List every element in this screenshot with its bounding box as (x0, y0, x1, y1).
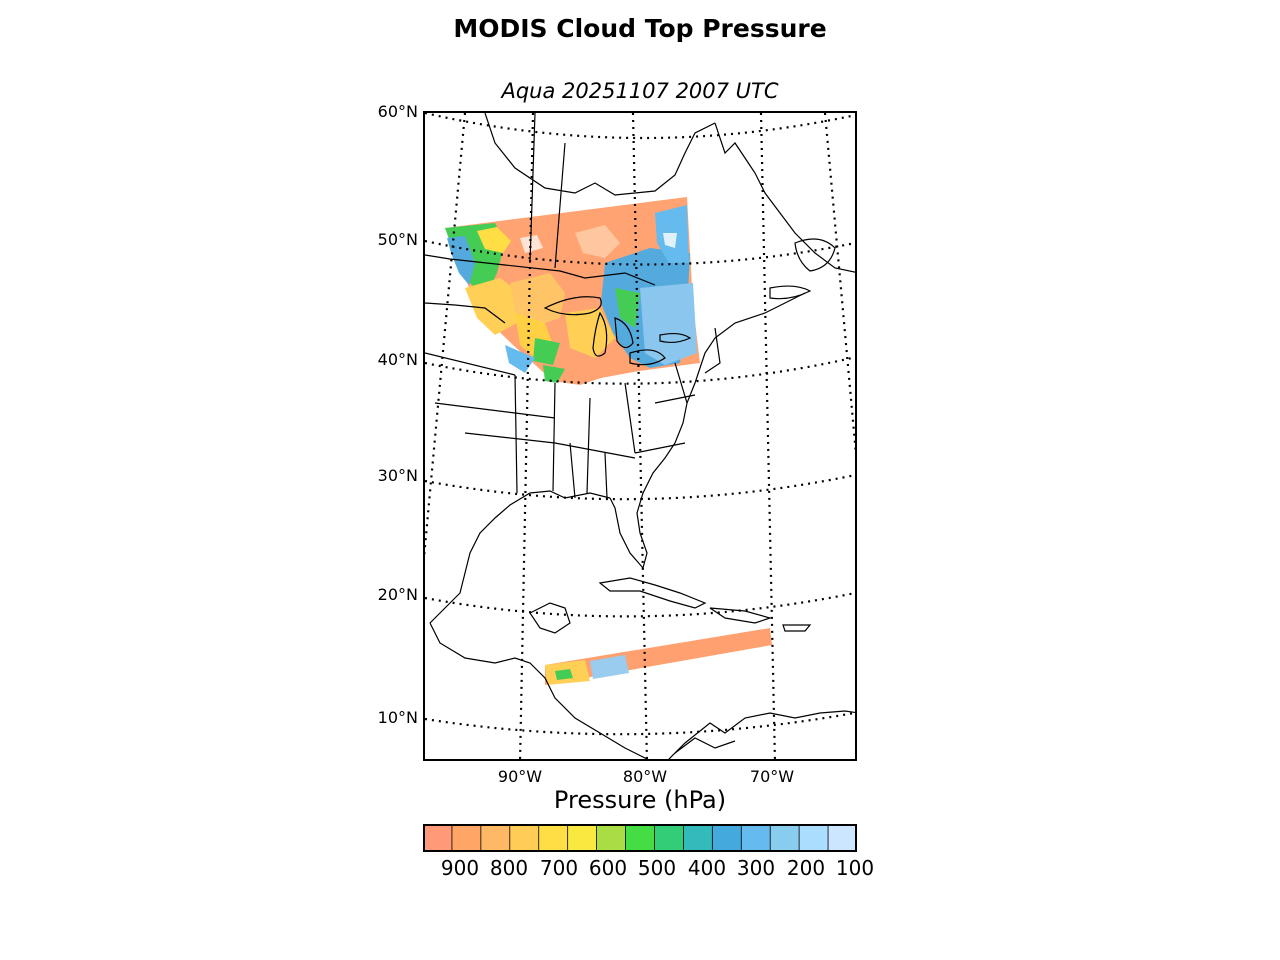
lon-label-70w: 70°W (749, 767, 795, 786)
colorbar-segment (423, 824, 453, 852)
lon-label-90w: 90°W (497, 767, 543, 786)
lon-label-80w: 80°W (622, 767, 668, 786)
colorbar (423, 824, 857, 852)
colorbar-tick-100: 100 (835, 856, 875, 880)
colorbar-segment (741, 824, 771, 852)
colorbar-segment (480, 824, 511, 852)
coastlines (425, 113, 855, 759)
map-title: MODIS Cloud Top Pressure (453, 14, 827, 43)
map-canvas (425, 113, 855, 759)
colorbar-segment (567, 824, 598, 852)
colorbar-segment (625, 824, 655, 852)
colorbar-tick-800: 800 (489, 856, 529, 880)
colorbar-label: Pressure (hPa) (553, 786, 727, 814)
lat-label-20n: 20°N (377, 585, 418, 604)
lat-label-50n: 50°N (377, 230, 418, 249)
colorbar-segment (509, 824, 540, 852)
map-panel[interactable] (423, 111, 857, 761)
colorbar-segment (654, 824, 684, 852)
colorbar-segment (596, 824, 627, 852)
map-subtitle: Aqua 20251107 2007 UTC (501, 79, 779, 103)
colorbar-segment (770, 824, 800, 852)
colorbar-segment (799, 824, 829, 852)
colorbar-tick-200: 200 (786, 856, 826, 880)
lat-label-10n: 10°N (377, 708, 418, 727)
colorbar-tick-700: 700 (539, 856, 579, 880)
colorbar-tick-500: 500 (637, 856, 677, 880)
lat-label-60n: 60°N (377, 102, 418, 121)
colorbar-tick-900: 900 (440, 856, 480, 880)
colorbar-segment (828, 824, 857, 852)
lat-label-30n: 30°N (377, 466, 418, 485)
cloud-swath-north (445, 197, 700, 385)
colorbar-tick-600: 600 (588, 856, 628, 880)
colorbar-tick-400: 400 (687, 856, 727, 880)
lat-label-40n: 40°N (377, 350, 418, 369)
colorbar-tick-300: 300 (736, 856, 776, 880)
colorbar-segment (451, 824, 482, 852)
colorbar-segment (712, 824, 742, 852)
colorbar-segment (683, 824, 713, 852)
colorbar-segment (538, 824, 569, 852)
cloud-swath-south (545, 628, 772, 685)
